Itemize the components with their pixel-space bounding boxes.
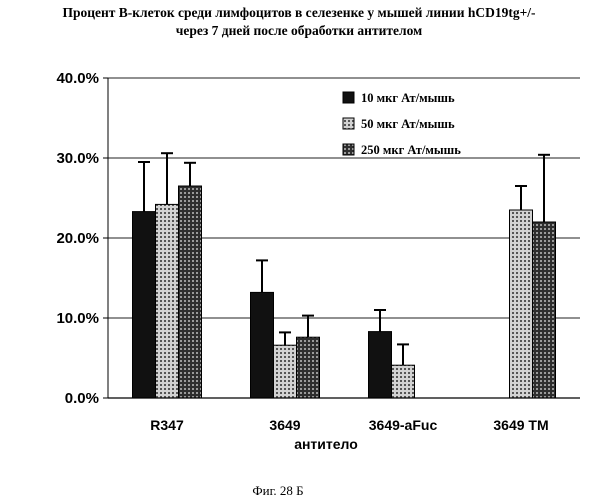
bar xyxy=(156,204,179,398)
y-tick-label: 30.0% xyxy=(56,150,99,167)
bar xyxy=(133,212,156,398)
chart-title-line-1: Процент В-клеток среди лимфоцитов в селе… xyxy=(62,5,535,20)
bar xyxy=(533,222,556,398)
y-tick-label: 10.0% xyxy=(56,310,99,327)
x-category-label: 3649-aFuc xyxy=(369,417,438,433)
x-axis-categories: R347 3649 3649-aFuc 3649 TM xyxy=(150,417,548,433)
bar xyxy=(297,337,320,398)
legend: 10 мкг Ат/мышь 50 мкг Ат/мышь 250 мкг Ат/м… xyxy=(343,91,461,157)
legend-label: 10 мкг Ат/мышь xyxy=(361,91,455,105)
bar xyxy=(179,186,202,398)
y-tick-label: 0.0% xyxy=(65,390,99,407)
x-category-label: R347 xyxy=(150,417,184,433)
bar xyxy=(251,292,274,398)
legend-swatch xyxy=(343,118,354,129)
bar xyxy=(392,365,415,398)
y-tick-label: 40.0% xyxy=(56,70,99,87)
bar xyxy=(274,345,297,398)
legend-swatch xyxy=(343,144,354,155)
y-tick-label: 20.0% xyxy=(56,230,99,247)
bar xyxy=(369,332,392,398)
chart-title-line-2: через 7 дней после обработки антителом xyxy=(176,23,423,38)
x-category-label: 3649 TM xyxy=(493,417,548,433)
x-category-label: 3649 xyxy=(269,417,300,433)
y-axis-ticks: 0.0% 10.0% 20.0% 30.0% 40.0% xyxy=(56,70,108,407)
bar xyxy=(510,210,533,398)
figure-caption: Фиг. 28 Б xyxy=(252,483,303,498)
x-axis-label: антитело xyxy=(294,436,358,452)
bars xyxy=(133,186,556,398)
legend-label: 50 мкг Ат/мышь xyxy=(361,117,455,131)
legend-swatch xyxy=(343,92,354,103)
legend-label: 250 мкг Ат/мышь xyxy=(361,143,461,157)
